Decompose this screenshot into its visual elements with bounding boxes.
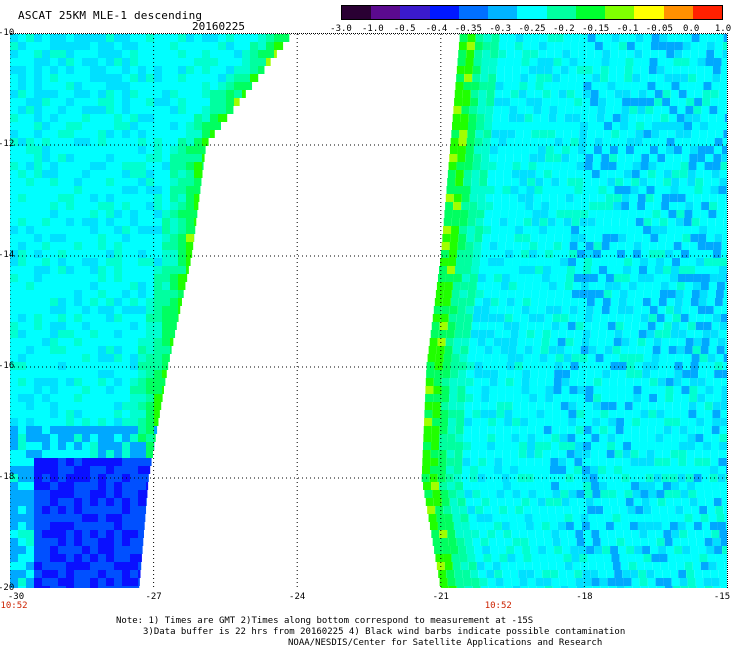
longitude-label: -21 bbox=[432, 592, 449, 602]
color-scale-label: -0.05 bbox=[645, 24, 673, 34]
map-date: 20160225 bbox=[192, 20, 245, 33]
longitude-label: -15 bbox=[713, 592, 731, 602]
latitude-label: -16 bbox=[0, 361, 15, 371]
color-scale-label: -0.4 bbox=[425, 24, 448, 34]
map-canvas bbox=[10, 34, 727, 588]
latitude-label: -18 bbox=[0, 472, 15, 482]
color-scale-label: 1.0 bbox=[714, 24, 732, 34]
color-scale-labels: -3.0 -1.0 -0.5 -0.4 -0.35 -0.3 -0.25 -0.2 -0.15-… bbox=[330, 24, 731, 36]
color-scale-label: -0.2 bbox=[552, 24, 575, 34]
latitude-label: -10 bbox=[0, 28, 15, 38]
color-scale-label: -0.5 bbox=[393, 24, 416, 34]
color-scale-bar bbox=[341, 5, 723, 20]
color-scale-segment bbox=[458, 6, 489, 19]
color-scale-label: -0.15 bbox=[582, 24, 610, 34]
map-title: ASCAT 25KM MLE-1 descending bbox=[18, 9, 203, 22]
note-line-3: NOAA/NESDIS/Center for Satellite Applica… bbox=[288, 638, 603, 648]
wind-data-cells bbox=[10, 34, 727, 588]
latitude-label: -20 bbox=[0, 583, 15, 593]
longitude-label: -18 bbox=[576, 592, 593, 602]
color-scale-label: -3.0 bbox=[330, 24, 352, 34]
color-scale-label: -0.35 bbox=[454, 24, 482, 34]
color-scale-label: -0.3 bbox=[489, 24, 511, 34]
time-label: 10:52 bbox=[484, 601, 512, 611]
color-scale-segment bbox=[692, 6, 723, 19]
color-scale-label: 0.0 bbox=[683, 24, 700, 34]
color-scale-segment bbox=[342, 6, 372, 19]
note-line-1: Note: 1) Times are GMT 2)Times along bot… bbox=[116, 616, 534, 626]
longitude-label: -30 bbox=[7, 592, 25, 602]
map-plot-area bbox=[10, 33, 728, 588]
latitude-label: -12 bbox=[0, 139, 15, 149]
color-scale-segment bbox=[517, 6, 547, 19]
color-scale-segment bbox=[634, 6, 664, 19]
color-scale-segment bbox=[546, 6, 576, 19]
color-scale-segment bbox=[488, 6, 518, 19]
color-scale-segment bbox=[663, 6, 693, 19]
note-line-2: 3)Data buffer is 22 hrs from 20160225 4)… bbox=[143, 627, 626, 637]
color-scale-segment bbox=[371, 6, 401, 19]
longitude-label: -27 bbox=[145, 592, 162, 602]
color-scale-segment bbox=[429, 6, 459, 19]
color-scale-label: -1.0 bbox=[361, 24, 384, 34]
time-label: 10:52 bbox=[0, 601, 28, 611]
color-scale-segment bbox=[605, 6, 635, 19]
color-scale-segment bbox=[400, 6, 430, 19]
color-scale-label: -0.25 bbox=[518, 24, 546, 34]
color-scale-segment bbox=[575, 6, 606, 19]
longitude-label: -24 bbox=[289, 592, 306, 602]
color-scale-label: -0.1 bbox=[616, 24, 639, 34]
graticule bbox=[10, 34, 727, 588]
latitude-label: -14 bbox=[0, 250, 15, 260]
